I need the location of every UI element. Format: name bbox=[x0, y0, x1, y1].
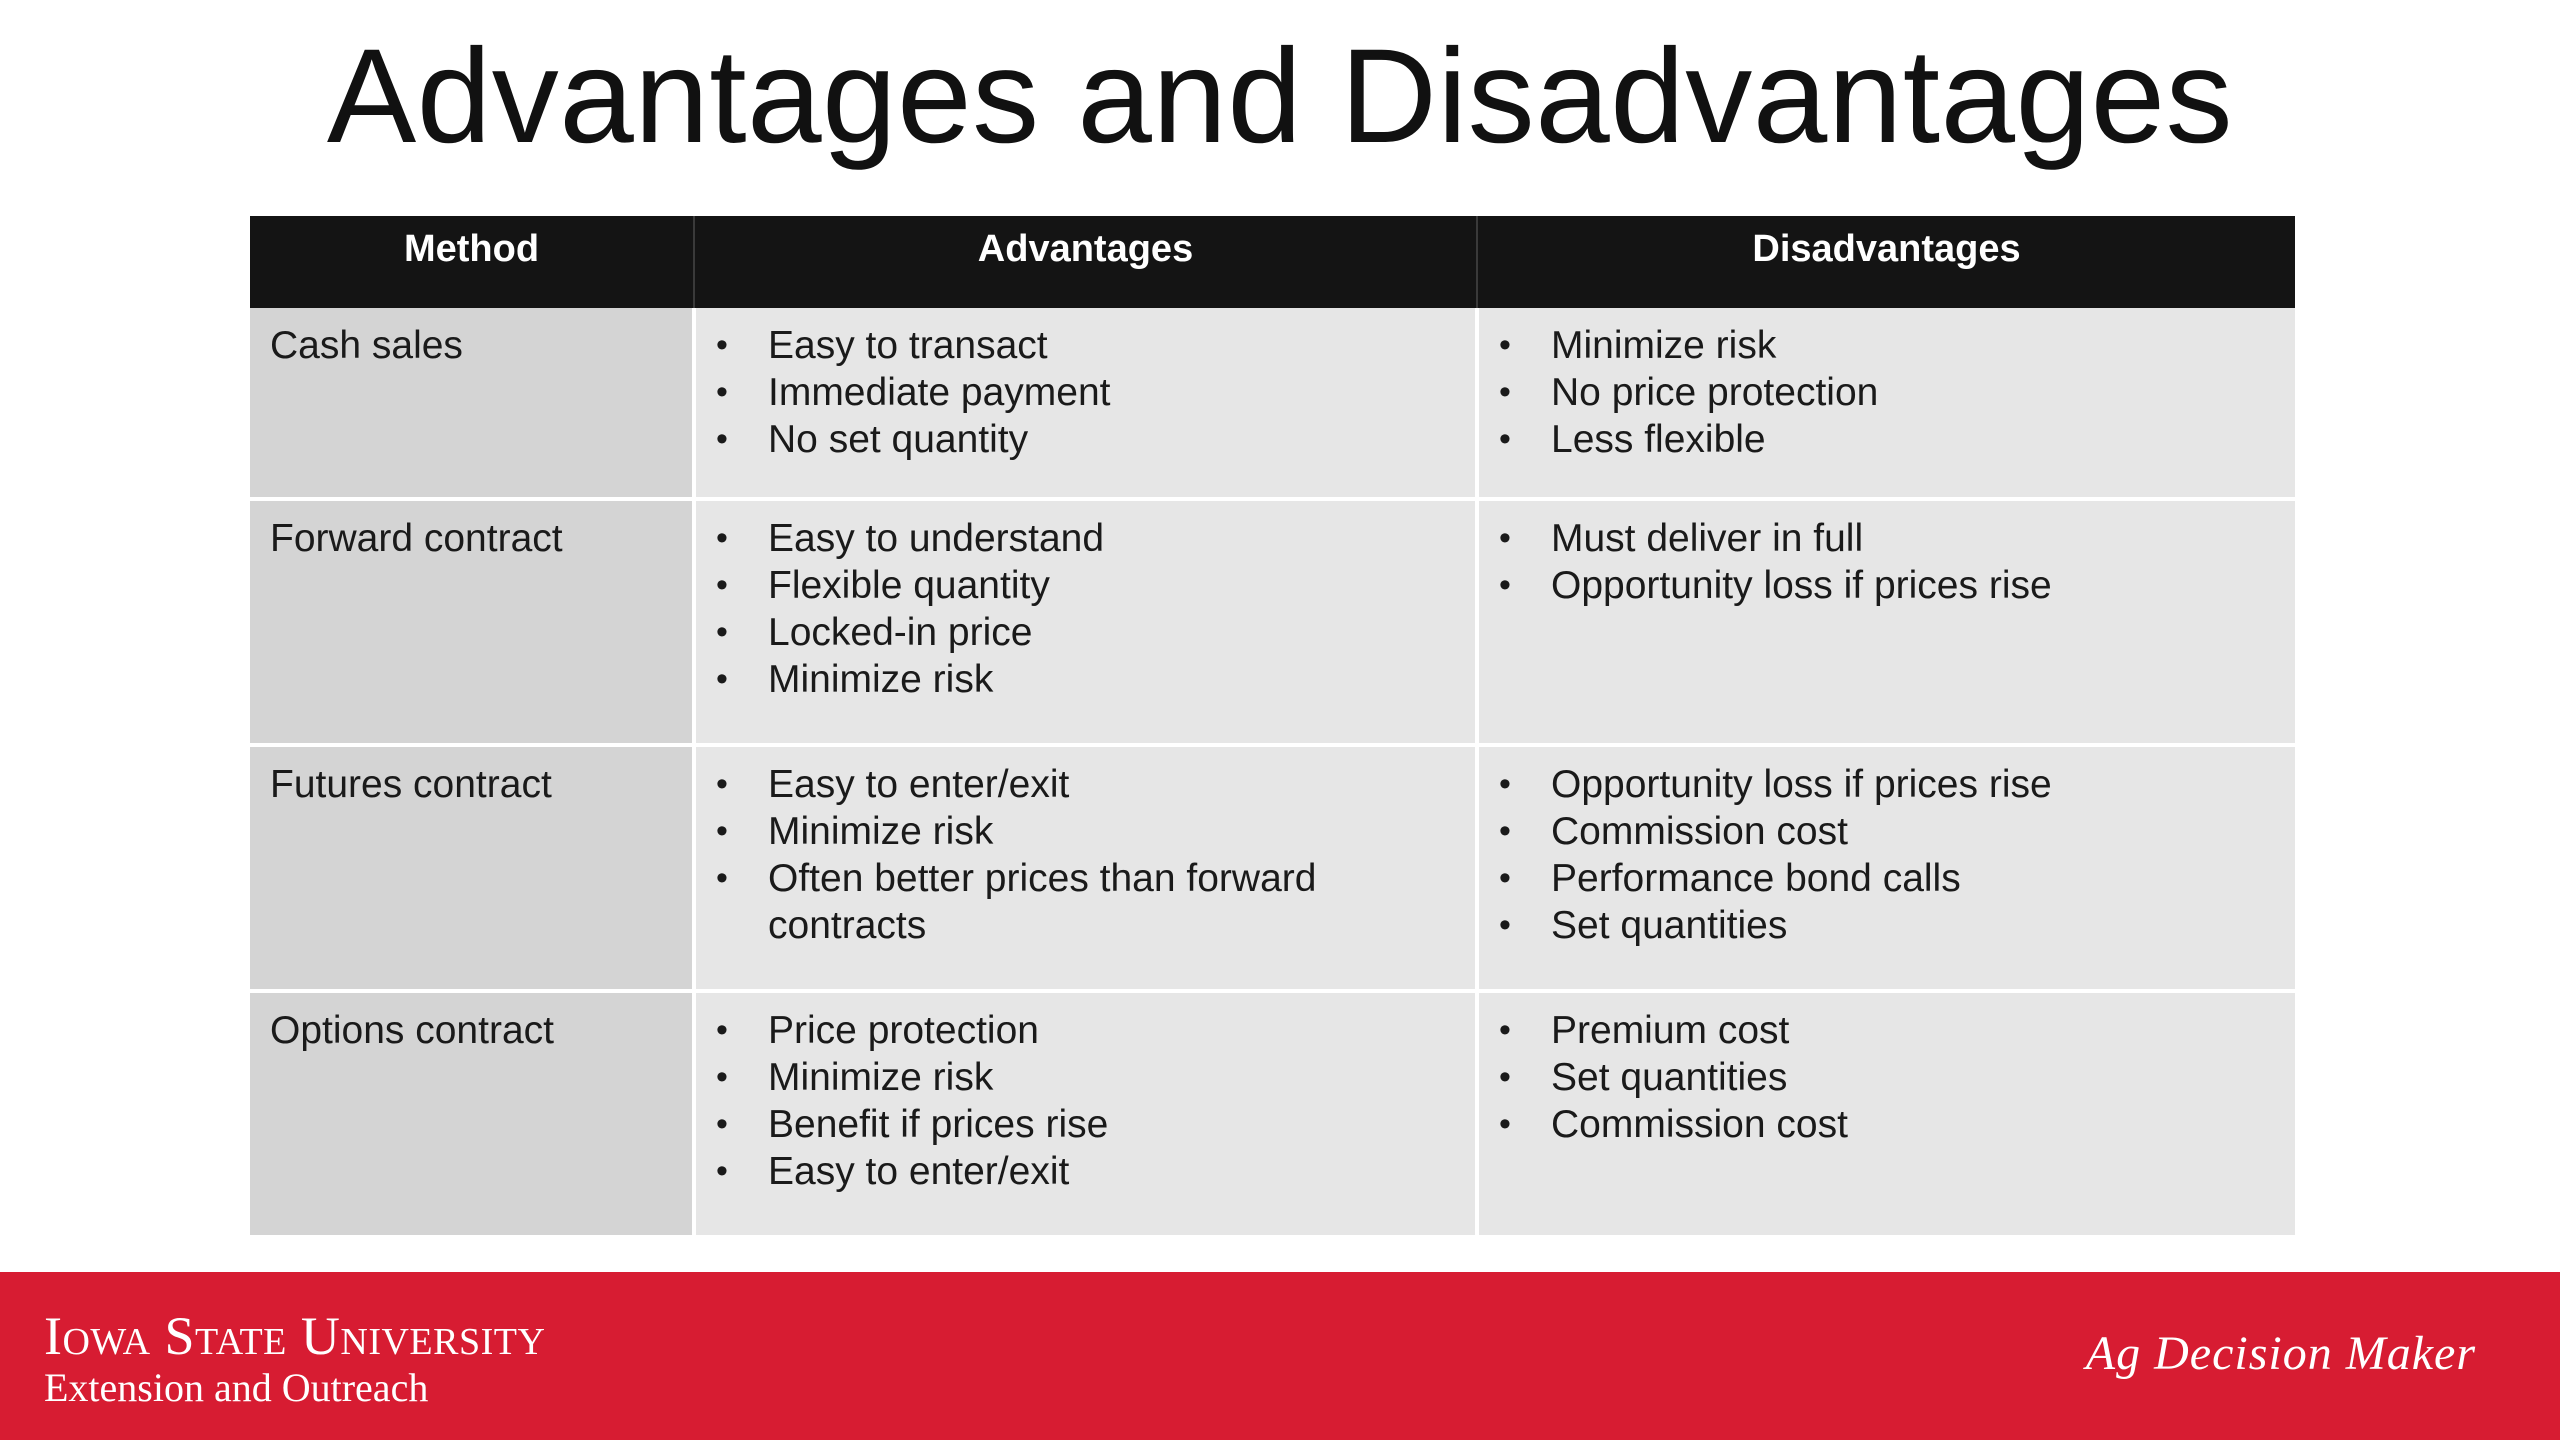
list-item: Benefit if prices rise bbox=[716, 1101, 1455, 1148]
advantages-list: Easy to enter/exit Minimize risk Often b… bbox=[716, 761, 1455, 949]
footer-bar: Iowa State University Extension and Outr… bbox=[0, 1272, 2560, 1440]
logo-extension-name: Extension and Outreach bbox=[44, 1365, 429, 1410]
list-item: Minimize risk bbox=[1499, 322, 2275, 369]
list-item: Commission cost bbox=[1499, 1101, 2275, 1148]
list-item: Premium cost bbox=[1499, 1007, 2275, 1054]
disadvantages-list: Must deliver in full Opportunity loss if… bbox=[1499, 515, 2275, 609]
method-cell: Forward contract bbox=[250, 499, 696, 747]
list-item: Minimize risk bbox=[716, 1054, 1455, 1101]
disadvantages-list: Premium cost Set quantities Commission c… bbox=[1499, 1007, 2275, 1148]
method-cell: Futures contract bbox=[250, 745, 696, 993]
table-row: Cash sales Easy to transact Immediate pa… bbox=[250, 308, 2295, 501]
list-item: Often better prices than forward contrac… bbox=[716, 855, 1455, 949]
advantages-list: Price protection Minimize risk Benefit i… bbox=[716, 1007, 1455, 1195]
header-advantages: Advantages bbox=[694, 216, 1478, 308]
list-item: Opportunity loss if prices rise bbox=[1499, 761, 2275, 808]
disadvantages-cell: Premium cost Set quantities Commission c… bbox=[1477, 991, 2295, 1239]
advantages-cell: Easy to enter/exit Minimize risk Often b… bbox=[694, 745, 1479, 993]
table-row: Forward contract Easy to understand Flex… bbox=[250, 499, 2295, 747]
list-item: Locked-in price bbox=[716, 609, 1455, 656]
list-item: Commission cost bbox=[1499, 808, 2275, 855]
university-logo: Iowa State University Extension and Outr… bbox=[44, 1306, 545, 1410]
list-item: Easy to transact bbox=[716, 322, 1455, 369]
slide-title: Advantages and Disadvantages bbox=[326, 22, 2234, 171]
advantages-cell: Price protection Minimize risk Benefit i… bbox=[694, 991, 1479, 1239]
list-item: No price protection bbox=[1499, 369, 2275, 416]
disadvantages-cell: Minimize risk No price protection Less f… bbox=[1477, 308, 2295, 501]
header-method: Method bbox=[250, 216, 695, 308]
disadvantages-cell: Must deliver in full Opportunity loss if… bbox=[1477, 499, 2295, 747]
list-item: Flexible quantity bbox=[716, 562, 1455, 609]
list-item: Minimize risk bbox=[716, 808, 1455, 855]
list-item: Opportunity loss if prices rise bbox=[1499, 562, 2275, 609]
disadvantages-list: Minimize risk No price protection Less f… bbox=[1499, 322, 2275, 463]
disadvantages-list: Opportunity loss if prices rise Commissi… bbox=[1499, 761, 2275, 949]
ag-decision-maker-logo: Ag Decision Maker bbox=[2085, 1327, 2476, 1380]
method-cell: Options contract bbox=[250, 991, 696, 1239]
header-disadvantages: Disadvantages bbox=[1477, 216, 2295, 308]
advantages-cell: Easy to transact Immediate payment No se… bbox=[694, 308, 1479, 501]
list-item: Easy to enter/exit bbox=[716, 1148, 1455, 1195]
list-item: Set quantities bbox=[1499, 1054, 2275, 1101]
list-item: Performance bond calls bbox=[1499, 855, 2275, 902]
comparison-table-container: Method Advantages Disadvantages Cash sal… bbox=[250, 216, 2295, 1239]
disadvantages-cell: Opportunity loss if prices rise Commissi… bbox=[1477, 745, 2295, 993]
advantages-cell: Easy to understand Flexible quantity Loc… bbox=[694, 499, 1479, 747]
logo-university-name: Iowa State University bbox=[44, 1306, 546, 1366]
table-header-row: Method Advantages Disadvantages bbox=[250, 216, 2295, 308]
list-item: Price protection bbox=[716, 1007, 1455, 1054]
advantages-list: Easy to understand Flexible quantity Loc… bbox=[716, 515, 1455, 703]
list-item: Set quantities bbox=[1499, 902, 2275, 949]
comparison-table: Method Advantages Disadvantages Cash sal… bbox=[250, 216, 2295, 1239]
method-cell: Cash sales bbox=[250, 308, 696, 501]
list-item: No set quantity bbox=[716, 416, 1455, 463]
list-item: Must deliver in full bbox=[1499, 515, 2275, 562]
table-row: Futures contract Easy to enter/exit Mini… bbox=[250, 745, 2295, 993]
list-item: Easy to enter/exit bbox=[716, 761, 1455, 808]
table-row: Options contract Price protection Minimi… bbox=[250, 991, 2295, 1239]
advantages-list: Easy to transact Immediate payment No se… bbox=[716, 322, 1455, 463]
list-item: Less flexible bbox=[1499, 416, 2275, 463]
list-item: Easy to understand bbox=[716, 515, 1455, 562]
list-item: Minimize risk bbox=[716, 656, 1455, 703]
list-item: Immediate payment bbox=[716, 369, 1455, 416]
